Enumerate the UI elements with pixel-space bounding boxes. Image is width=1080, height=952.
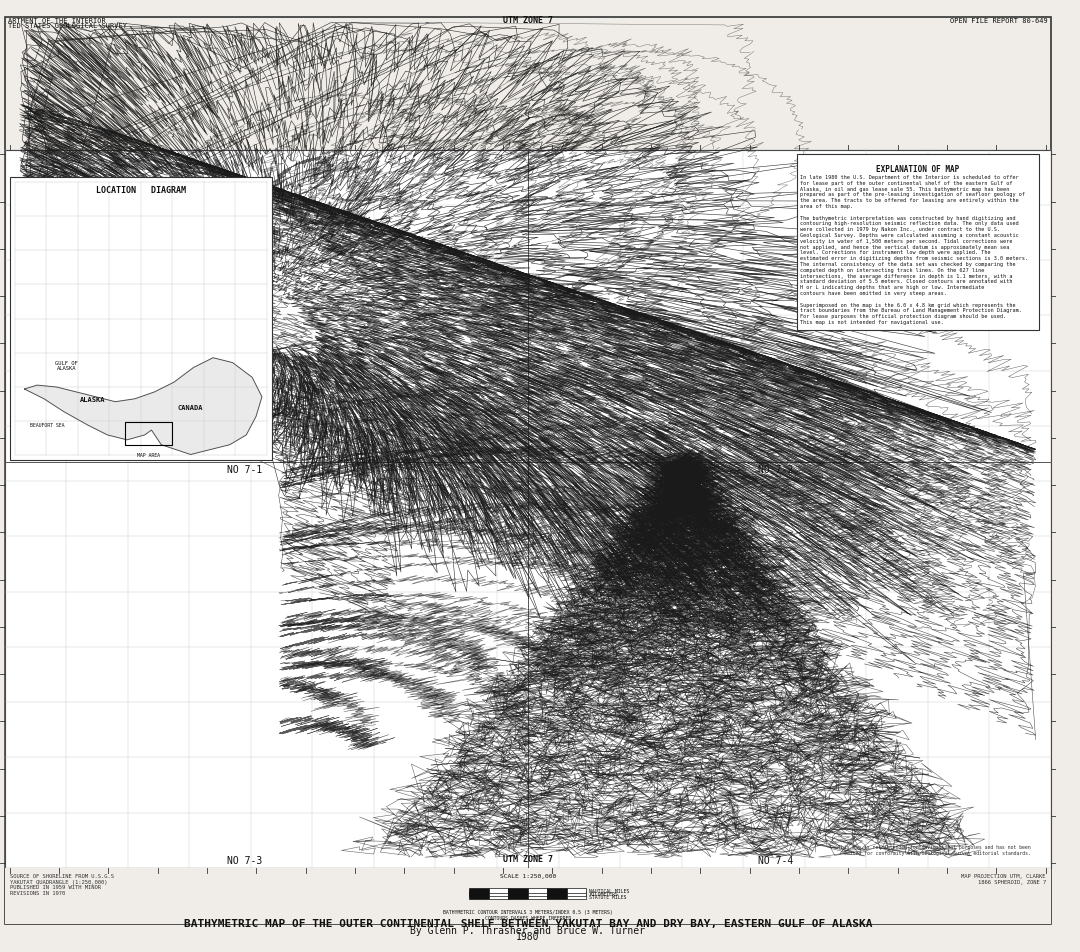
Text: NO 7-4: NO 7-4 <box>758 855 794 865</box>
Bar <box>548 894 567 900</box>
Text: LOCATION   DIAGRAM: LOCATION DIAGRAM <box>96 186 186 194</box>
Bar <box>509 891 528 897</box>
Bar <box>548 888 567 893</box>
Text: NO 7-3: NO 7-3 <box>227 855 262 865</box>
Bar <box>528 888 548 893</box>
Text: 1980: 1980 <box>516 931 540 942</box>
Text: ALASKA: ALASKA <box>80 396 106 403</box>
Bar <box>548 891 567 897</box>
Text: BATHYMETRIC CONTOUR INTERVALS 3 METERS/INDEX 0.5 (3 METERS)
CONTOURS DASHES WHER: BATHYMETRIC CONTOUR INTERVALS 3 METERS/I… <box>443 909 612 920</box>
Text: GULF OF
ALASKA: GULF OF ALASKA <box>55 360 78 371</box>
Text: By Glenn P. Thrasher and Bruce W. Turner: By Glenn P. Thrasher and Bruce W. Turner <box>410 925 645 936</box>
Text: EXPLANATION OF MAP: EXPLANATION OF MAP <box>876 165 959 174</box>
Text: UTM ZONE 7: UTM ZONE 7 <box>503 15 553 25</box>
Bar <box>528 894 548 900</box>
Text: NO 7-2: NO 7-2 <box>758 465 794 475</box>
Bar <box>10 178 272 461</box>
Bar <box>469 891 488 897</box>
Text: NO 7-1: NO 7-1 <box>227 465 262 475</box>
Text: ARTMENT OF THE INTERIOR: ARTMENT OF THE INTERIOR <box>8 18 106 24</box>
Text: STATUTE MILES: STATUTE MILES <box>590 894 626 900</box>
Text: BEAUFORT SEA: BEAUFORT SEA <box>29 423 64 427</box>
Text: MAP PROJECTION UTM, CLARKE
1866 SPHEROID, ZONE 7: MAP PROJECTION UTM, CLARKE 1866 SPHEROID… <box>961 873 1045 883</box>
Bar <box>567 888 586 893</box>
Text: CANADA: CANADA <box>178 405 203 410</box>
Bar <box>567 894 586 900</box>
Bar <box>567 891 586 897</box>
Text: KILOMETERS: KILOMETERS <box>590 891 618 897</box>
Bar <box>509 894 528 900</box>
Text: NAUTICAL MILES: NAUTICAL MILES <box>590 888 630 893</box>
Text: In late 1980 the U.S. Department of the Interior is scheduled to offer
for lease: In late 1980 the U.S. Department of the … <box>800 175 1028 325</box>
Bar <box>5 150 1051 868</box>
Text: SCALE 1:250,000: SCALE 1:250,000 <box>500 873 556 878</box>
Text: MAP AREA: MAP AREA <box>137 453 160 458</box>
Bar <box>469 894 488 900</box>
Text: BATHYMETRIC MAP OF THE OUTER CONTINENTAL SHELF BETWEEN YAKUTAT BAY AND DRY BAY, : BATHYMETRIC MAP OF THE OUTER CONTINENTAL… <box>184 918 872 927</box>
Bar <box>5 868 1051 923</box>
Text: SOURCE OF SHORELINE FROM U.S.G.S
YAKUTAT QUADRANGLE (1:250,000)
PUBLISHED IN 195: SOURCE OF SHORELINE FROM U.S.G.S YAKUTAT… <box>10 873 113 895</box>
Bar <box>469 888 488 893</box>
Bar <box>125 423 172 446</box>
Polygon shape <box>25 358 262 455</box>
Bar <box>488 888 509 893</box>
Bar <box>797 155 1039 331</box>
Text: This map is not intended for navigational purposes and has not been
edited for c: This map is not intended for navigationa… <box>838 844 1031 855</box>
Text: OPEN FILE REPORT 80-649: OPEN FILE REPORT 80-649 <box>950 18 1048 24</box>
Bar <box>488 891 509 897</box>
Bar <box>528 891 548 897</box>
Bar <box>488 894 509 900</box>
Bar <box>509 888 528 893</box>
Text: TED STATES GEOLOGICAL SURVEY: TED STATES GEOLOGICAL SURVEY <box>8 24 126 30</box>
Text: UTM ZONE 7: UTM ZONE 7 <box>503 854 553 863</box>
